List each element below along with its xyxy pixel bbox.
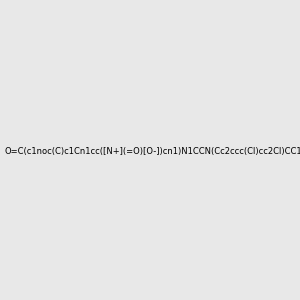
Text: O=C(c1noc(C)c1Cn1cc([N+](=O)[O-])cn1)N1CCN(Cc2ccc(Cl)cc2Cl)CC1: O=C(c1noc(C)c1Cn1cc([N+](=O)[O-])cn1)N1C…	[5, 147, 300, 156]
